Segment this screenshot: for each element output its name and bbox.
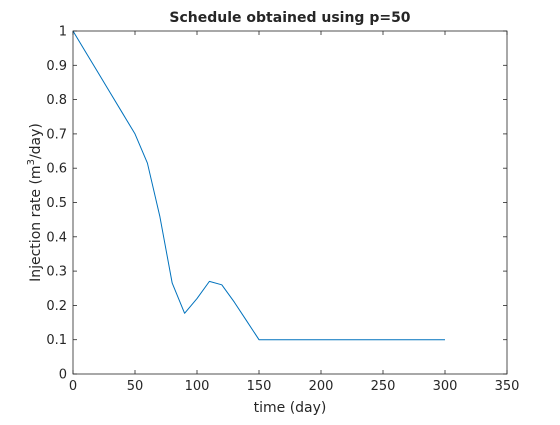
x-tick-label: 150: [247, 379, 272, 394]
x-tick-label: 250: [371, 379, 396, 394]
y-tick-label: 0.2: [46, 299, 67, 314]
series-line: [72, 30, 445, 341]
y-tick-label: 0.9: [46, 59, 67, 74]
x-tick-label: 200: [309, 379, 334, 394]
x-tick-label: 300: [433, 379, 458, 394]
y-axis-label-superscript: 3: [26, 159, 37, 165]
y-tick-label: 0.4: [46, 230, 67, 245]
y-tick-label: 0.1: [46, 333, 67, 348]
x-tick-label: 50: [127, 379, 144, 394]
x-tick-label: 0: [69, 379, 77, 394]
x-axis-label: time (day): [254, 400, 327, 416]
y-tick-label: 0.3: [46, 265, 67, 280]
y-tick-label: 0.6: [46, 162, 67, 177]
y-axis-label-suffix: /day): [28, 123, 44, 159]
plot-area-frame: [72, 30, 508, 375]
y-tick-label: 0: [59, 368, 67, 383]
x-tick-label: 350: [495, 379, 520, 394]
y-axis-label: Injection rate (m3/day): [26, 123, 44, 282]
x-tick-label: 100: [185, 379, 210, 394]
tick-marks: [72, 30, 508, 375]
y-tick-label: 0.8: [46, 93, 67, 108]
chart-title: Schedule obtained using p=50: [169, 10, 410, 26]
y-tick-label: 0.7: [46, 127, 67, 142]
tick-labels: 0 50 100 150 200 250 300 350 0 0.1 0.2 0.3 0.4 0.5 0.6…: [46, 25, 519, 395]
y-axis-label-prefix: Injection rate (m: [28, 165, 44, 281]
y-tick-label: 0.5: [46, 196, 67, 211]
y-tick-label: 1: [59, 25, 67, 40]
series-layer: [72, 30, 445, 341]
